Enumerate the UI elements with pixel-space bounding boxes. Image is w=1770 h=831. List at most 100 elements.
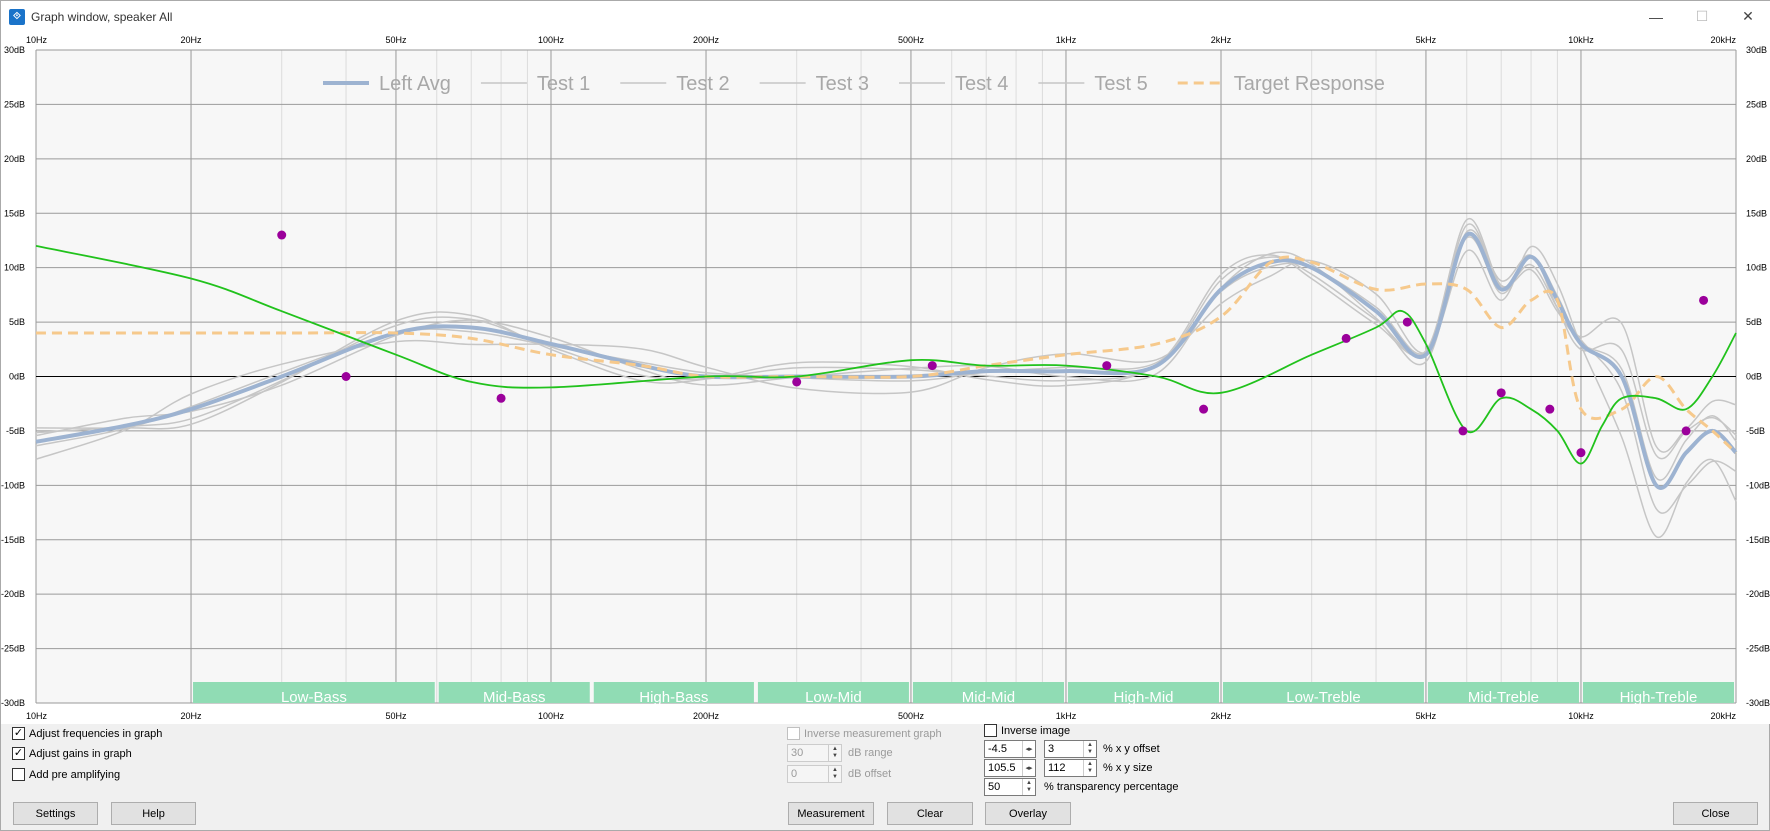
adjust-gains-checkbox[interactable]: ✓ Adjust gains in graph (12, 747, 132, 760)
settings-button[interactable]: Settings (13, 802, 98, 825)
y-tick-label-left: 20dB (4, 154, 25, 164)
y-tick-label-left: -30dB (1, 698, 25, 708)
x-tick-label-bottom: 500Hz (898, 711, 925, 721)
spinner-arrows-icon[interactable]: ▲ ▼ (1083, 760, 1096, 776)
eq-filter-point (1458, 426, 1468, 436)
title-bar: ⟐ Graph window, speaker All — ☐ ✕ (1, 1, 1770, 32)
measurement-button[interactable]: Measurement (788, 802, 874, 825)
checkbox-checked-icon: ✓ (12, 747, 25, 760)
db-range-spinner[interactable]: 30 ▲ ▼ (787, 744, 842, 762)
y-tick-label-right: 10dB (1746, 263, 1767, 273)
frequency-band (438, 682, 590, 703)
y-tick-label-left: 15dB (4, 208, 25, 218)
frequency-response-graph[interactable]: 10Hz 10Hz 20Hz 20Hz 50Hz 50Hz 100Hz 100Hz 200Hz 2… (1, 32, 1770, 724)
window-controls: — ☐ ✕ (1633, 1, 1770, 32)
y-tick-label-left: 25dB (4, 99, 25, 109)
eq-filter-point (1681, 426, 1691, 436)
eq-filter-point (341, 372, 351, 381)
y-tick-label-right: 30dB (1746, 45, 1767, 55)
x-tick-label-top: 100Hz (538, 35, 565, 45)
x-offset-value: -4.5 (988, 743, 1007, 755)
checkbox-checked-icon: ✓ (12, 727, 25, 740)
inverse-measurement-checkbox[interactable]: Inverse measurement graph (787, 727, 942, 740)
y-tick-label-right: -30dB (1746, 698, 1770, 708)
adjust-gains-label: Adjust gains in graph (29, 747, 132, 760)
x-tick-label-bottom: 2kHz (1211, 711, 1232, 721)
y-size-spinner[interactable]: 112 ▲ ▼ (1044, 759, 1097, 777)
adjust-frequencies-checkbox[interactable]: ✓ Adjust frequencies in graph (12, 727, 162, 740)
minimize-button[interactable]: — (1649, 8, 1663, 25)
x-size-spinner[interactable]: 105.5 ◂▸ (984, 759, 1036, 777)
close-button[interactable]: Close (1673, 802, 1758, 825)
frequency-band-label: Low-Treble (1286, 689, 1360, 706)
db-range-label: dB range (848, 747, 893, 759)
inverse-image-checkbox[interactable]: Inverse image (984, 724, 1070, 737)
db-range-value: 30 (791, 747, 804, 759)
eq-filter-point (496, 393, 506, 403)
help-button[interactable]: Help (111, 802, 196, 825)
frequency-band-label: Low-Mid (805, 689, 862, 706)
y-offset-value: 3 (1048, 743, 1055, 755)
y-tick-label-left: 0dB (9, 372, 25, 382)
spinner-arrows-icon[interactable]: ▲ ▼ (1022, 779, 1035, 795)
y-tick-label-left: -15dB (1, 535, 25, 545)
db-offset-value: 0 (791, 768, 798, 780)
test-measurement-line (35, 218, 1737, 453)
y-tick-label-left: 5dB (9, 317, 25, 327)
spinner-left-right-icon[interactable]: ◂▸ (1022, 760, 1035, 776)
x-tick-label-top: 500Hz (898, 35, 925, 45)
transparency-value: 50 (988, 781, 1001, 793)
transparency-spinner[interactable]: 50 ▲ ▼ (984, 778, 1036, 796)
eq-filter-point (1341, 333, 1351, 343)
db-offset-label: dB offset (848, 768, 892, 780)
frequency-band-label: High-Bass (639, 689, 708, 706)
eq-curve-line (35, 245, 1737, 465)
x-tick-label-bottom: 100Hz (538, 711, 565, 721)
frequency-band (757, 682, 909, 703)
pre-amplifying-label: Add pre amplifying (29, 768, 121, 781)
eq-filter-point (1199, 404, 1209, 414)
close-window-button[interactable]: ✕ (1742, 8, 1754, 24)
frequency-band-label: Mid-Mid (962, 689, 1015, 706)
frequency-band-label: High-Treble (1620, 689, 1698, 706)
frequency-band-label: Mid-Treble (1468, 689, 1539, 706)
spinner-arrows-icon[interactable]: ▲ ▼ (1083, 741, 1096, 757)
target-response-line (35, 255, 1738, 454)
x-tick-label-top: 20Hz (181, 35, 203, 45)
eq-filter-point (1102, 361, 1112, 371)
overlay-button[interactable]: Overlay (985, 802, 1071, 825)
maximize-button[interactable]: ☐ (1695, 8, 1709, 24)
pre-amplifying-checkbox[interactable]: Add pre amplifying (12, 768, 120, 781)
y-tick-label-left: -20dB (1, 589, 25, 599)
x-offset-spinner[interactable]: -4.5 ◂▸ (984, 740, 1036, 758)
legend-label: Test 4 (955, 73, 1008, 95)
spinner-arrows-icon[interactable]: ▲ ▼ (828, 745, 841, 761)
legend-label: Test 2 (676, 73, 729, 95)
y-tick-label-left: -10dB (1, 480, 25, 490)
eq-filter-point (792, 377, 802, 387)
db-offset-spinner[interactable]: 0 ▲ ▼ (787, 765, 842, 783)
y-tick-label-right: 0dB (1746, 372, 1762, 382)
legend-label: Target Response (1234, 73, 1385, 95)
checkbox-unchecked-icon (984, 724, 997, 737)
checkbox-unchecked-icon (787, 727, 800, 740)
transparency-label: % transparency percentage (1044, 781, 1179, 793)
y-tick-label-left: 30dB (4, 45, 25, 55)
clear-button[interactable]: Clear (887, 802, 973, 825)
y-offset-spinner[interactable]: 3 ▲ ▼ (1044, 740, 1097, 758)
app-icon: ⟐ (9, 8, 25, 25)
y-tick-label-left: -5dB (6, 426, 25, 436)
y-tick-label-right: 25dB (1746, 99, 1767, 109)
x-tick-label-top: 5kHz (1416, 35, 1437, 45)
eq-filter-point (277, 230, 287, 240)
frequency-band-label: Mid-Bass (483, 689, 546, 706)
y-size-value: 112 (1048, 762, 1066, 774)
size-label: % x y size (1103, 762, 1153, 774)
y-tick-label-left: 10dB (4, 263, 25, 273)
x-tick-label-top: 1kHz (1056, 35, 1077, 45)
y-tick-label-right: -25dB (1746, 644, 1770, 654)
x-tick-label-bottom: 50Hz (385, 711, 407, 721)
eq-filter-point (927, 361, 937, 371)
spinner-left-right-icon[interactable]: ◂▸ (1022, 741, 1035, 757)
spinner-arrows-icon[interactable]: ▲ ▼ (828, 766, 841, 782)
